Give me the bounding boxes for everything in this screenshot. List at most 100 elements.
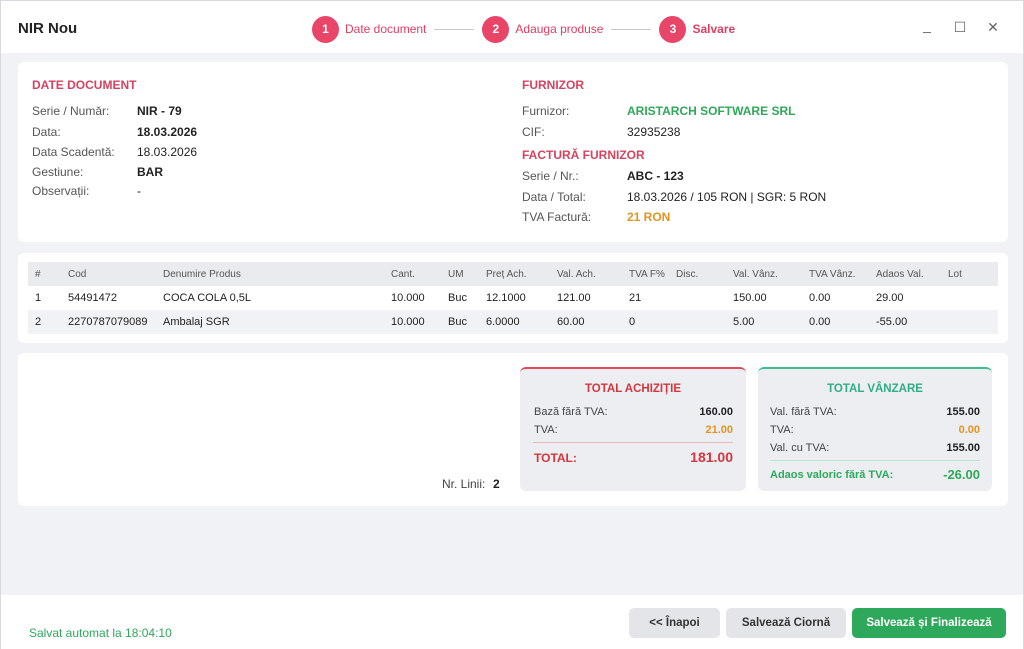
cell-unit: Buc: [448, 316, 467, 328]
line-count-value: 2: [493, 477, 500, 491]
table-row[interactable]: 2 2270787079089 Ambalaj SGR 10.000 Buc 6…: [28, 310, 998, 334]
header-product-name: Denumire Produs: [163, 269, 241, 280]
cell-purchase-value: 121.00: [557, 292, 591, 304]
cell-code: 54491472: [68, 292, 117, 304]
header-unit: UM: [448, 269, 464, 280]
header-quantity: Cant.: [391, 269, 415, 280]
back-button[interactable]: << Înapoi: [629, 608, 720, 638]
sale-totals-title: TOTAL VÂNZARE: [827, 383, 923, 395]
header-code: Cod: [68, 269, 87, 280]
cif-value: 32935238: [627, 125, 681, 139]
purchase-totals-box: TOTAL ACHIZIȚIE Bază fără TVA: 160.00 TV…: [520, 367, 746, 491]
wizard-stepper: 1 Date document 2 Adauga produse 3 Salva…: [312, 15, 735, 43]
cell-quantity: 10.000: [391, 316, 425, 328]
series-number-label: Serie / Număr:: [32, 104, 110, 118]
cell-code: 2270787079089: [68, 316, 148, 328]
sale-net-label: Val. fără TVA:: [770, 406, 837, 418]
cell-product-name: Ambalaj SGR: [163, 316, 230, 328]
cif-label: CIF:: [522, 125, 545, 139]
table-header: # Cod Denumire Produs Cant. UM Preț Ach.…: [28, 262, 998, 286]
header-discount: Disc.: [676, 269, 699, 280]
step-add-products[interactable]: 2 Adauga produse: [482, 15, 604, 43]
purchase-vat-label: TVA:: [534, 424, 558, 436]
save-finalize-button[interactable]: Salvează și Finalizează: [852, 608, 1006, 638]
header-sale-value: Val. Vânz.: [733, 269, 778, 280]
cell-markup: -55.00: [876, 316, 908, 328]
due-date-value: 18.03.2026: [137, 145, 198, 159]
header-vat-percent: TVA F%: [629, 269, 665, 280]
step-connector: [434, 28, 475, 30]
document-info-card: DATE DOCUMENT Serie / Număr: NIR - 79 Da…: [18, 62, 1008, 242]
step-label: Salvare: [692, 22, 736, 36]
due-date-label: Data Scadentă:: [32, 145, 115, 159]
supplier-name: ARISTARCH SOFTWARE SRL: [627, 104, 796, 118]
step-date-document[interactable]: 1 Date document: [312, 15, 426, 43]
cell-vat-percent: 21: [629, 292, 642, 304]
cell-unit: Buc: [448, 292, 467, 304]
purchase-total-label: TOTAL:: [534, 451, 577, 465]
step-label: Adauga produse: [515, 22, 604, 36]
sale-gross-value: 155.00: [946, 442, 980, 454]
cell-sale-value: 150.00: [733, 292, 767, 304]
header-markup: Adaos Val.: [876, 269, 924, 280]
document-section-title: DATE DOCUMENT: [32, 78, 137, 92]
cell-quantity: 10.000: [391, 292, 425, 304]
sale-totals-box: TOTAL VÂNZARE Val. fără TVA: 155.00 TVA:…: [758, 367, 992, 491]
cell-purchase-price: 6.0000: [486, 316, 520, 328]
cell-product-name: COCA COLA 0,5L: [163, 292, 252, 304]
date-label: Data:: [32, 125, 61, 139]
supplier-section-title: FURNIZOR: [522, 78, 584, 92]
purchase-vat-value: 21.00: [705, 424, 733, 436]
step-connector: [611, 28, 652, 30]
header-sale-vat: TVA Vânz.: [809, 269, 856, 280]
close-icon[interactable]: ✕: [987, 19, 999, 35]
maximize-icon[interactable]: ☐: [953, 19, 967, 35]
footer-bar: Salvat automat la 18:04:10 << Înapoi Sal…: [1, 595, 1023, 649]
header-purchase-value: Val. Ach.: [557, 269, 596, 280]
invoice-vat-value: 21 RON: [627, 210, 671, 224]
totals-card: Nr. Linii: 2 TOTAL ACHIZIȚIE Bază fără T…: [18, 353, 1008, 506]
window-title: NIR Nou: [18, 20, 78, 37]
cell-vat-percent: 0: [629, 316, 636, 328]
step-save[interactable]: 3 Salvare: [659, 15, 736, 43]
cell-purchase-price: 12.1000: [486, 292, 526, 304]
invoice-date-total-value: 18.03.2026 / 105 RON | SGR: 5 RON: [627, 190, 827, 204]
save-draft-button[interactable]: Salvează Ciornă: [726, 608, 846, 638]
invoice-date-total-label: Data / Total:: [522, 190, 586, 204]
autosave-status: Salvat automat la 18:04:10: [29, 626, 172, 640]
minimize-icon[interactable]: _: [923, 17, 931, 33]
cell-index: 2: [35, 316, 42, 328]
purchase-base-label: Bază fără TVA:: [534, 406, 608, 418]
supplier-label: Furnizor:: [522, 104, 570, 118]
purchase-divider: [533, 442, 733, 443]
date-value: 18.03.2026: [137, 125, 198, 139]
cell-markup: 29.00: [876, 292, 904, 304]
step-number: 3: [659, 15, 687, 43]
sale-vat-value: 0.00: [958, 424, 980, 436]
warehouse-label: Gestiune:: [32, 165, 84, 179]
table-row[interactable]: 1 54491472 COCA COLA 0,5L 10.000 Buc 12.…: [28, 286, 998, 310]
header-lot: Lot: [948, 269, 962, 280]
step-number: 1: [312, 15, 339, 43]
step-number: 2: [482, 15, 510, 43]
purchase-base-value: 160.00: [699, 406, 733, 418]
observations-value: -: [137, 184, 141, 198]
series-number-value: NIR - 79: [137, 104, 182, 118]
sale-vat-label: TVA:: [770, 424, 794, 436]
line-count-label: Nr. Linii:: [442, 477, 486, 491]
sale-markup-value: -26.00: [943, 467, 980, 482]
invoice-vat-label: TVA Factură:: [522, 210, 592, 224]
warehouse-value: BAR: [137, 165, 163, 179]
sale-divider: [770, 460, 980, 461]
sale-gross-label: Val. cu TVA:: [770, 442, 830, 454]
header-purchase-price: Preț Ach.: [486, 269, 527, 280]
cell-sale-value: 5.00: [733, 316, 755, 328]
invoice-series-label: Serie / Nr.:: [522, 169, 579, 183]
cell-index: 1: [35, 292, 42, 304]
title-bar: NIR Nou 1 Date document 2 Adauga produse…: [1, 1, 1023, 53]
cell-sale-vat: 0.00: [809, 316, 831, 328]
invoice-series-value: ABC - 123: [627, 169, 684, 183]
purchase-totals-title: TOTAL ACHIZIȚIE: [584, 383, 682, 395]
supplier-invoice-title: FACTURĂ FURNIZOR: [522, 148, 645, 162]
sale-net-value: 155.00: [946, 406, 980, 418]
